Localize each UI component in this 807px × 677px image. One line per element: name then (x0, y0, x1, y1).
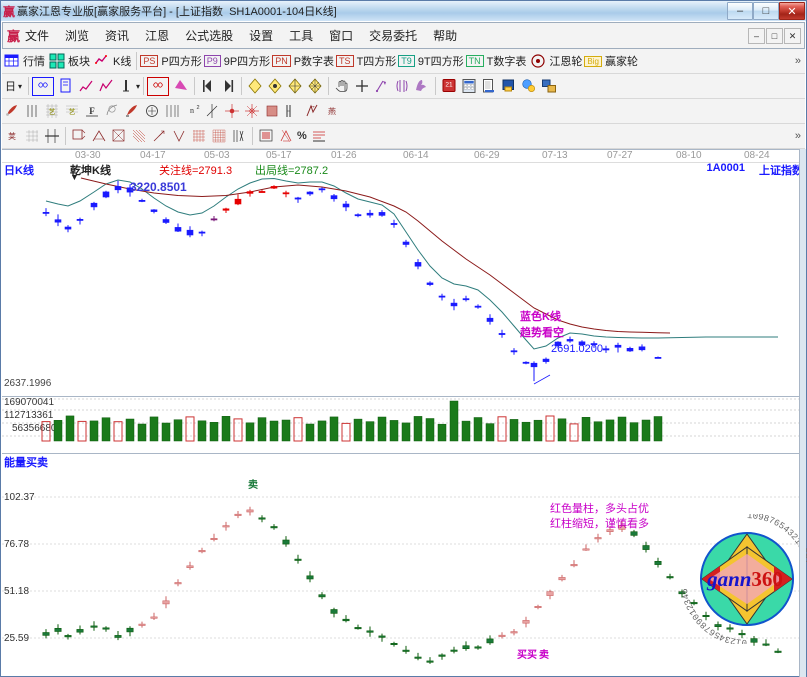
svg-text:燕: 燕 (328, 106, 336, 116)
svg-text:艹: 艹 (310, 106, 315, 112)
svg-text:25.59: 25.59 (4, 633, 29, 644)
svg-text:gann360: gann360 (706, 567, 783, 591)
svg-text:F: F (89, 106, 95, 116)
svg-text:艺: 艺 (49, 108, 56, 116)
svg-text:21: 21 (445, 82, 453, 89)
svg-text:76.78: 76.78 (4, 539, 29, 550)
svg-text:买买 卖: 买买 卖 (517, 648, 549, 661)
svg-text:102.37: 102.37 (4, 492, 35, 503)
svg-text:2: 2 (197, 105, 200, 111)
svg-text:荚: 荚 (8, 131, 16, 141)
svg-text:n: n (190, 106, 194, 115)
svg-text:51.18: 51.18 (4, 586, 29, 597)
svg-text:艺: 艺 (69, 108, 76, 116)
svg-text:卖: 卖 (248, 478, 258, 491)
